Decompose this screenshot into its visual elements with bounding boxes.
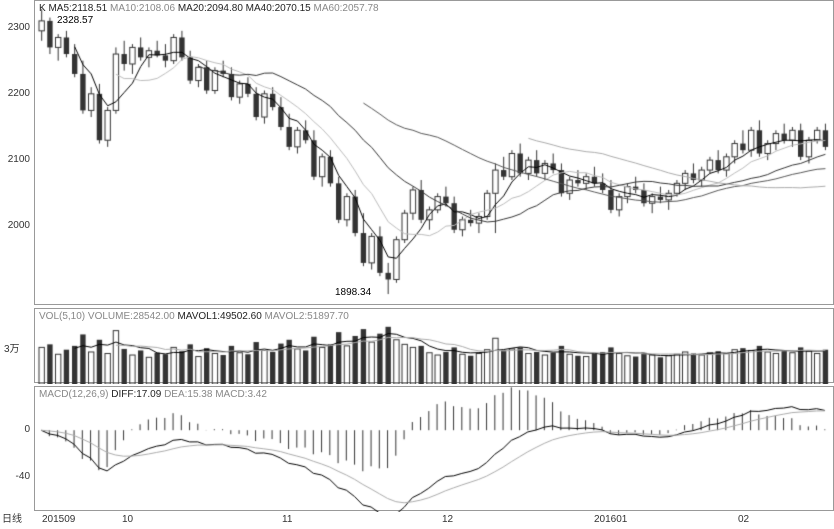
macd-panel: MACD(12,26,9) DIFF:17.09 DEA:15.38 MACD:… — [34, 386, 834, 511]
macd-canvas[interactable] — [35, 387, 834, 512]
price-panel: K MA5:2118.51 MA10:2108.06 MA20:2094.80 … — [34, 0, 834, 305]
xaxis-tick: 11 — [282, 514, 292, 525]
price-ytick: 2200 — [0, 88, 30, 99]
high-annotation: 2328.57 — [57, 15, 93, 26]
footer-timeframe: 日线 — [2, 510, 22, 525]
xaxis-tick: 02 — [738, 514, 749, 525]
xaxis-tick: 10 — [122, 514, 133, 525]
price-canvas[interactable] — [35, 1, 834, 306]
volume-canvas[interactable] — [35, 309, 834, 384]
price-ytick: 2300 — [0, 22, 30, 33]
price-ytick: 2000 — [0, 220, 30, 231]
volume-panel: VOL(5,10) VOLUME:28542.00 MAVOL1:49502.6… — [34, 308, 834, 383]
xaxis-tick: 201509 — [42, 514, 75, 525]
xaxis-tick: 201601 — [594, 514, 627, 525]
macd-ytick: 0 — [6, 424, 30, 435]
macd-ytick: -40 — [6, 471, 30, 482]
xaxis-tick: 12 — [442, 514, 453, 525]
price-ytick: 2100 — [0, 154, 30, 165]
low-annotation: 1898.34 — [335, 287, 371, 298]
volume-ytick: 3万 — [4, 340, 20, 355]
